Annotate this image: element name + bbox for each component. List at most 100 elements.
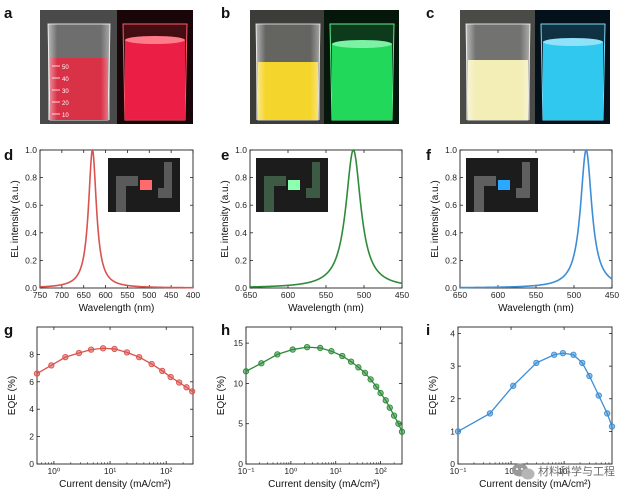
x-tick-label: 450: [164, 290, 178, 300]
panel-label-g: g: [4, 322, 13, 339]
inset-photo: [108, 158, 180, 212]
x-tick-label: 10⁻¹: [238, 466, 255, 476]
x-tick-label: 10⁰: [505, 466, 518, 476]
eqe-point: [579, 359, 586, 367]
y-tick-label: 6: [29, 377, 34, 387]
eqe-line: [245, 346, 403, 433]
beaker-mark-label: 50: [62, 65, 69, 71]
y-tick-label: 1.0: [445, 145, 457, 155]
wechat-icon: [512, 463, 535, 480]
beaker-a-left: 50 40 30 20 10: [47, 23, 111, 121]
spectrum-line: [459, 148, 613, 289]
eqe-point: [377, 389, 384, 397]
x-tick-label: 550: [120, 290, 134, 300]
y-tick-label: 4: [29, 404, 34, 414]
x-tick-label: 10⁰: [284, 466, 297, 476]
y-tick-label: 5: [238, 419, 243, 429]
x-tick-label: 600: [281, 290, 295, 300]
y-tick-label: 0.0: [445, 283, 457, 293]
eqe-point: [559, 349, 567, 357]
eqe-point: [570, 351, 577, 358]
beaker-marks: 50 40 30 20 10: [52, 65, 69, 119]
y-tick-label: 0.2: [235, 255, 247, 265]
eqe-point: [361, 369, 369, 377]
y-tick-label: 0: [450, 459, 455, 469]
y-axis-label: EL intensity (a.u.): [430, 180, 441, 257]
photo-c: [460, 10, 610, 124]
y-tick-label: 0: [29, 459, 34, 469]
y-tick-label: 0.6: [25, 200, 37, 210]
y-tick-label: 2: [450, 394, 455, 404]
eqe-point: [339, 352, 346, 360]
x-tick-label: 10¹: [330, 466, 342, 476]
y-tick-label: 1.0: [235, 145, 247, 155]
photo-a: 50 40 30 20 10: [40, 10, 193, 124]
panel-label-f: f: [426, 147, 432, 164]
axes-frame: [36, 326, 194, 465]
x-tick-label: 10²: [160, 466, 172, 476]
y-tick-label: 0: [238, 459, 243, 469]
axes-frame: [245, 326, 403, 465]
chart-g: 10⁰ 10¹ 10² 0 2 4 6 8 Current density (mA/cm²) EQ…: [7, 326, 196, 490]
y-tick-label: 15: [234, 338, 244, 348]
inset-lit-pixel: [140, 180, 152, 190]
x-axis-label: Current density (mA/cm²): [479, 479, 591, 490]
eqe-point: [303, 343, 311, 351]
eqe-point: [48, 362, 55, 369]
x-tick-label: 600: [491, 290, 505, 300]
eqe-point: [608, 423, 616, 430]
beaker-mark-label: 10: [62, 113, 69, 119]
x-tick-label: 500: [567, 290, 581, 300]
beaker-mark-label: 40: [62, 77, 69, 83]
y-tick-label: 4: [450, 329, 455, 339]
x-axis-label: Wavelength (nm): [288, 303, 364, 314]
eqe-point: [242, 368, 250, 375]
eqe-point: [75, 349, 83, 357]
eqe-point: [175, 379, 183, 386]
x-tick-label: 600: [98, 290, 112, 300]
x-axis-label: Wavelength (nm): [79, 303, 155, 314]
beaker-b-left: [255, 23, 321, 121]
eqe-point: [274, 351, 281, 358]
eqe-point: [604, 410, 611, 417]
eqe-point: [148, 360, 155, 368]
y-axis-label: EQE (%): [428, 376, 439, 415]
eqe-point: [87, 346, 95, 353]
x-tick-label: 650: [243, 290, 257, 300]
x-tick-label: 650: [453, 290, 467, 300]
eqe-point: [510, 382, 517, 389]
chart-f: 650 600 550 500 450 0.0 0.2 0.4 0.6 0.8 1.0 Wavelen…: [430, 145, 619, 314]
x-tick-label: 750: [33, 290, 47, 300]
eqe-point: [111, 345, 118, 353]
chart-d: 750 700 650 600 550 500 450 400 0.0 0.2 0.4 0.6 0.8 1…: [10, 145, 200, 314]
y-tick-label: 0.0: [235, 283, 247, 293]
x-tick-label: 500: [357, 290, 371, 300]
y-tick-label: 1.0: [25, 145, 37, 155]
y-tick-label: 0.4: [25, 228, 37, 238]
chart-h: 10⁻¹ 10⁰ 10¹ 10² 0 5 10 15 Current density (mA/c…: [216, 326, 406, 490]
eqe-point: [398, 428, 406, 435]
x-tick-label: 450: [605, 290, 619, 300]
eqe-point: [183, 384, 190, 391]
beaker-a-right: [122, 23, 188, 121]
y-tick-label: 8: [29, 349, 34, 359]
spectrum-line: [39, 148, 194, 289]
x-tick-label: 700: [55, 290, 69, 300]
eqe-point: [189, 388, 196, 395]
eqe-point: [355, 364, 362, 371]
y-tick-label: 0.0: [25, 283, 37, 293]
y-tick-label: 0.4: [235, 228, 247, 238]
chart-i: 10⁻¹ 10⁰ 10¹ 0 1 2 3 4 Current density (mA/cm²) E…: [428, 326, 616, 490]
eqe-point: [62, 353, 69, 361]
y-tick-label: 2: [29, 432, 34, 442]
x-tick-label: 10⁻¹: [450, 466, 467, 476]
y-tick-label: 0.2: [25, 255, 37, 265]
axes-frame: [39, 149, 194, 289]
eqe-point: [289, 346, 296, 353]
beaker-mark-label: 30: [62, 89, 69, 95]
y-tick-label: 10: [234, 378, 244, 388]
watermark: 材料科学与工程: [512, 463, 615, 480]
y-axis-label: EQE (%): [7, 376, 18, 415]
panel-label-i: i: [426, 322, 430, 339]
